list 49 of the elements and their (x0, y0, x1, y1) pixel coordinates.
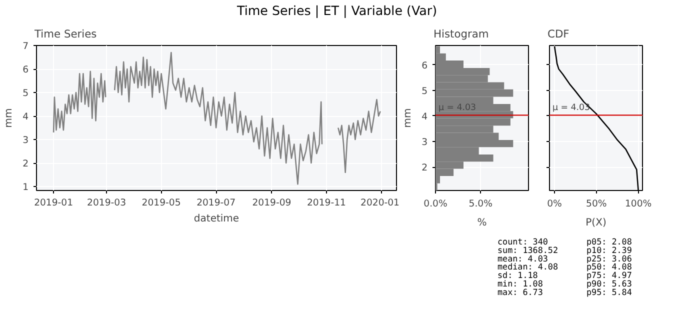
y-tick-label: 3 (422, 136, 428, 148)
x-tick-label: 0.0% (424, 198, 448, 210)
y-tick-label: 5 (22, 88, 29, 99)
y-axis-title: mm (4, 108, 15, 128)
y-tick-label: 3 (22, 135, 29, 146)
x-tick-label: 2019-01 (34, 198, 74, 208)
x-tick-label: 2019-11 (306, 198, 346, 208)
ref-line-label: μ = 4.03 (552, 103, 590, 114)
text: sum: 1368.52 (498, 244, 558, 255)
y-axis-title: mm (402, 108, 414, 128)
x-tick-label: 2019-03 (87, 198, 126, 208)
x-axis-title: % (477, 218, 487, 228)
text: count: 340 (498, 236, 548, 246)
x-tick-label: 50% (586, 198, 607, 210)
text: p10: 2.39 (586, 244, 632, 255)
chart-title: CDF (548, 28, 570, 40)
ref-line-label: μ = 4.03 (438, 103, 476, 114)
text: median: 4.08 (498, 262, 558, 272)
text: mean: 4.03 (498, 253, 548, 264)
y-tick-label: 6 (422, 60, 428, 72)
y-tick-label: 2 (422, 162, 428, 174)
y-tick-label: 1 (22, 182, 29, 194)
x-tick-label: 2019-09 (252, 198, 292, 208)
text: p75: 4.97 (586, 270, 632, 280)
x-tick-label: 0% (547, 198, 562, 210)
y-tick-label: 2 (22, 158, 29, 170)
x-tick-label: 2019-07 (196, 198, 236, 208)
text: p05: 2.08 (586, 236, 632, 246)
x-tick-label: 5.0% (468, 198, 493, 210)
y-tick-label: 6 (22, 64, 29, 76)
x-axis-title: datetime (194, 214, 240, 224)
text: p50: 4.08 (586, 262, 632, 272)
text: sd: 1.18 (498, 270, 538, 280)
text: min: 1.08 (498, 278, 543, 288)
text: p25: 3.06 (586, 253, 632, 264)
x-tick-label: 2020-01 (360, 198, 400, 208)
y-tick-label: 7 (22, 41, 29, 52)
chart-title: Time Series (34, 28, 98, 40)
x-tick-label: 100% (624, 198, 652, 210)
text: max: 6.73 (498, 286, 543, 297)
text: Time Series | ET | Variable (Var) (236, 3, 438, 18)
x-tick-label: 2019-05 (142, 198, 181, 208)
text: p95: 5.84 (586, 286, 632, 297)
chart-title: Histogram (434, 28, 489, 40)
x-axis-title: P(X) (586, 218, 606, 228)
y-tick-label: 5 (422, 86, 428, 97)
y-tick-label: 4 (22, 112, 29, 122)
y-tick-label: 4 (422, 111, 428, 122)
text: p90: 5.63 (586, 278, 632, 288)
